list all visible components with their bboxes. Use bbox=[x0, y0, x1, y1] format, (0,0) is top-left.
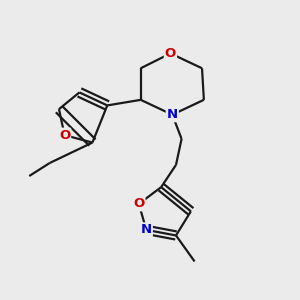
Text: N: N bbox=[167, 108, 178, 121]
Text: O: O bbox=[165, 47, 176, 60]
Text: O: O bbox=[133, 197, 145, 210]
Text: O: O bbox=[59, 129, 70, 142]
Text: N: N bbox=[141, 224, 152, 236]
